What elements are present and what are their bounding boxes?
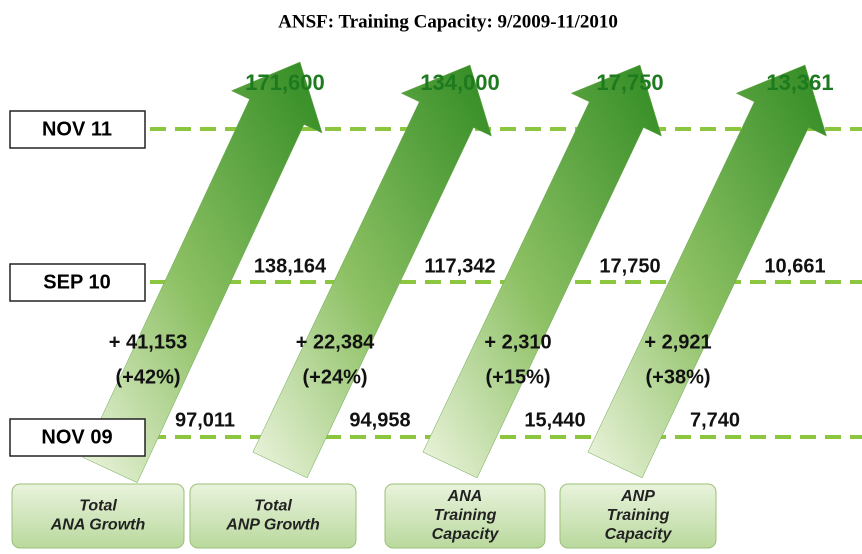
row-label: NOV 11 — [42, 118, 112, 140]
change-value: + 2,921 — [644, 331, 711, 353]
change-percent: (+38%) — [645, 366, 710, 388]
nov11-value: 17,750 — [596, 70, 663, 95]
title: ANSF: Training Capacity: 9/2009-11/2010 — [278, 11, 618, 32]
infographic: ANSF: Training Capacity: 9/2009-11/2010 … — [0, 0, 862, 554]
category-label: Total — [79, 498, 117, 515]
nov09-value: 94,958 — [349, 409, 410, 431]
nov11-value: 134,000 — [420, 70, 500, 95]
category-label: Capacity — [432, 526, 500, 543]
nov09-value: 15,440 — [524, 409, 585, 431]
sep10-value: 117,342 — [424, 255, 495, 277]
nov11-value: 171,600 — [245, 70, 325, 95]
nov11-value: 13,361 — [766, 70, 833, 95]
category-label: ANP — [620, 488, 655, 505]
category-label: ANA — [447, 488, 483, 505]
category-label: Capacity — [605, 526, 673, 543]
nov09-value: 97,011 — [175, 409, 235, 431]
change-value: + 2,310 — [484, 331, 551, 353]
change-percent: (+15%) — [485, 366, 550, 388]
row-label: SEP 10 — [43, 271, 110, 293]
change-percent: (+24%) — [302, 366, 367, 388]
change-value: + 22,384 — [296, 331, 375, 353]
sep10-value: 138,164 — [254, 255, 327, 277]
sep10-value: 17,750 — [599, 255, 660, 277]
sep10-value: 10,661 — [764, 255, 825, 277]
change-percent: (+42%) — [115, 366, 180, 388]
category-label: ANP Growth — [225, 517, 320, 534]
change-value: + 41,153 — [109, 331, 187, 353]
category-label: ANA Growth — [50, 517, 146, 534]
category-label: Training — [434, 507, 497, 524]
category-label: Total — [254, 498, 292, 515]
category-label: Training — [607, 507, 670, 524]
row-label: NOV 09 — [41, 426, 112, 448]
nov09-value: 7,740 — [690, 409, 740, 431]
